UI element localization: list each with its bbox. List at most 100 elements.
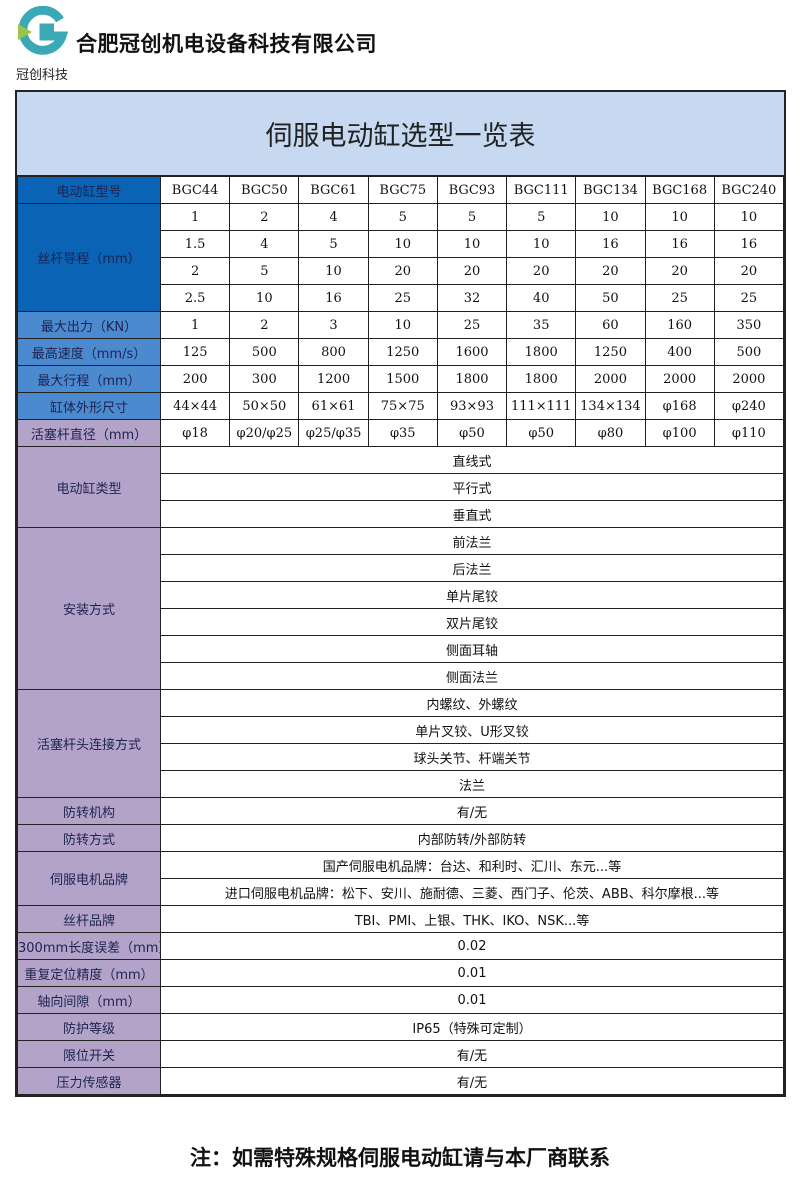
option-cell: 进口伺服电机品牌：松下、安川、施耐德、三菱、西门子、伦茨、ABB、科尔摩根...… xyxy=(160,878,784,906)
value-cell: 35 xyxy=(506,311,577,339)
model-header: BGC168 xyxy=(644,176,715,204)
value-cell: 16 xyxy=(575,230,646,258)
row-label: 轴向间隙（mm） xyxy=(17,986,161,1014)
value-cell: 2000 xyxy=(713,365,785,393)
table-row: 侧面法兰 xyxy=(18,662,784,690)
table-row: 最高速度（mm/s） 125 500 800 1250 1600 1800 1250 400 50… xyxy=(17,338,785,366)
value-cell: 5 xyxy=(298,230,369,258)
value-cell: 5 xyxy=(436,203,508,231)
value-cell: 1800 xyxy=(436,365,508,393)
value-cell: 1250 xyxy=(367,338,438,366)
value-cell: 60 xyxy=(575,311,646,339)
row-label: 缸体外形尺寸 xyxy=(17,392,161,420)
value-cell: 20 xyxy=(713,257,785,285)
option-cell: 后法兰 xyxy=(160,554,784,582)
value-cell: 16 xyxy=(298,284,369,312)
row-label: 重复定位精度（mm） xyxy=(17,959,161,987)
model-header: BGC134 xyxy=(575,176,646,204)
table-row: 活塞杆直径（mm） φ18 φ20/φ25 φ25/φ35 φ35 φ50 φ50 φ80 φ1… xyxy=(17,419,785,447)
table-row: 最大出力（KN） 1 2 3 10 25 35 60 160 350 xyxy=(17,311,785,339)
value-cell: φ18 xyxy=(159,419,231,447)
value-cell: 111×111 xyxy=(506,392,577,420)
value-cell: 32 xyxy=(436,284,508,312)
value-cell: 25 xyxy=(367,284,438,312)
model-header: BGC50 xyxy=(229,176,300,204)
value-cell: 4 xyxy=(298,203,369,231)
company-name: 合肥冠创机电设备科技有限公司 xyxy=(76,32,377,56)
value-cell: 20 xyxy=(644,257,715,285)
value-cell: 10 xyxy=(367,230,438,258)
value-cell: 75×75 xyxy=(367,392,438,420)
value-cell: 20 xyxy=(575,257,646,285)
option-cell: IP65（特殊可定制） xyxy=(160,1013,784,1041)
value-cell: 10 xyxy=(506,230,577,258)
option-cell: 单片尾铰 xyxy=(160,581,784,609)
table-row: 丝杆品牌 TBI、PMI、上银、THK、IKO、NSK...等 xyxy=(17,905,784,933)
value-cell: 50 xyxy=(575,284,646,312)
row-label: 最大出力（KN） xyxy=(17,311,161,339)
value-cell: 10 xyxy=(644,203,715,231)
option-cell: 球头关节、杆端关节 xyxy=(160,743,784,771)
value-cell: 2 xyxy=(229,203,300,231)
option-cell: 0.01 xyxy=(160,986,784,1014)
table-row: 防护等级 IP65（特殊可定制） xyxy=(17,1013,784,1041)
row-label: 电动缸类型 xyxy=(17,446,161,528)
option-cell: 法兰 xyxy=(160,770,784,798)
option-cell: 国产伺服电机品牌：台达、和利时、汇川、东元...等 xyxy=(160,851,784,879)
value-cell: 1600 xyxy=(436,338,508,366)
value-cell: 10 xyxy=(298,257,369,285)
option-cell: 内部防转/外部防转 xyxy=(160,824,784,852)
g-logo-icon xyxy=(18,6,68,55)
value-cell: φ168 xyxy=(644,392,715,420)
value-cell: 50×50 xyxy=(229,392,300,420)
row-label: 丝杆导程（mm） xyxy=(17,203,161,312)
table-row: 最大行程（mm） 200 300 1200 1500 1800 1800 2000 2000 20… xyxy=(17,365,785,393)
row-label: 防护等级 xyxy=(17,1013,161,1041)
option-cell: 有/无 xyxy=(160,797,784,825)
value-cell: 10 xyxy=(575,203,646,231)
table-row: 伺服电机品牌 国产伺服电机品牌：台达、和利时、汇川、东元...等 xyxy=(17,851,784,906)
option-cell: TBI、PMI、上银、THK、IKO、NSK...等 xyxy=(160,905,784,933)
option-cell: 垂直式 xyxy=(160,500,784,528)
value-cell: 25 xyxy=(713,284,785,312)
option-cell: 直线式 xyxy=(160,446,784,474)
value-cell: 20 xyxy=(436,257,508,285)
spec-table-container: 伺服电动缸选型一览表 电动缸型号 BGC44 BGC50 BGC61 BGC75 BGC9… xyxy=(15,90,786,1097)
value-cell: 10 xyxy=(367,311,438,339)
value-cell: 2 xyxy=(159,257,231,285)
option-cell: 有/无 xyxy=(160,1067,784,1095)
row-label: 活塞杆直径（mm） xyxy=(17,419,161,447)
value-cell: 400 xyxy=(644,338,715,366)
value-cell: 1800 xyxy=(506,365,577,393)
value-cell: 25 xyxy=(644,284,715,312)
table-row: 单片叉铰、U形叉铰 xyxy=(18,716,784,744)
table-row: 侧面耳轴 xyxy=(18,635,784,663)
value-cell: 1.5 xyxy=(159,230,231,258)
model-header: BGC111 xyxy=(506,176,577,204)
value-cell: φ50 xyxy=(506,419,577,447)
footer-note: 注：如需特殊规格伺服电动缸请与本厂商联系 xyxy=(190,1146,610,1170)
value-cell: 1250 xyxy=(575,338,646,366)
value-cell: 500 xyxy=(229,338,300,366)
table-row: 300mm长度误差（mm） 0.02 xyxy=(17,932,784,960)
value-cell: φ25/φ35 xyxy=(298,419,369,447)
value-cell: 2 xyxy=(229,311,300,339)
table-row: 法兰 xyxy=(18,770,784,798)
table-row: 防转方式 内部防转/外部防转 xyxy=(17,824,784,852)
table-row: 安装方式 前法兰 xyxy=(17,527,784,690)
value-cell: 1 xyxy=(159,203,231,231)
value-cell: 16 xyxy=(713,230,785,258)
value-cell: 10 xyxy=(436,230,508,258)
value-cell: φ35 xyxy=(367,419,438,447)
value-cell: 93×93 xyxy=(436,392,508,420)
table-row: 活塞杆头连接方式 内螺纹、外螺纹 xyxy=(17,689,784,798)
row-label: 防转方式 xyxy=(17,824,161,852)
value-cell: φ100 xyxy=(644,419,715,447)
value-cell: 2000 xyxy=(644,365,715,393)
table-row: 重复定位精度（mm） 0.01 xyxy=(17,959,784,987)
table-row: 压力传感器 有/无 xyxy=(17,1067,784,1095)
row-label: 压力传感器 xyxy=(17,1067,161,1095)
value-cell: 134×134 xyxy=(575,392,646,420)
value-cell: 125 xyxy=(159,338,231,366)
row-label: 最大行程（mm） xyxy=(17,365,161,393)
